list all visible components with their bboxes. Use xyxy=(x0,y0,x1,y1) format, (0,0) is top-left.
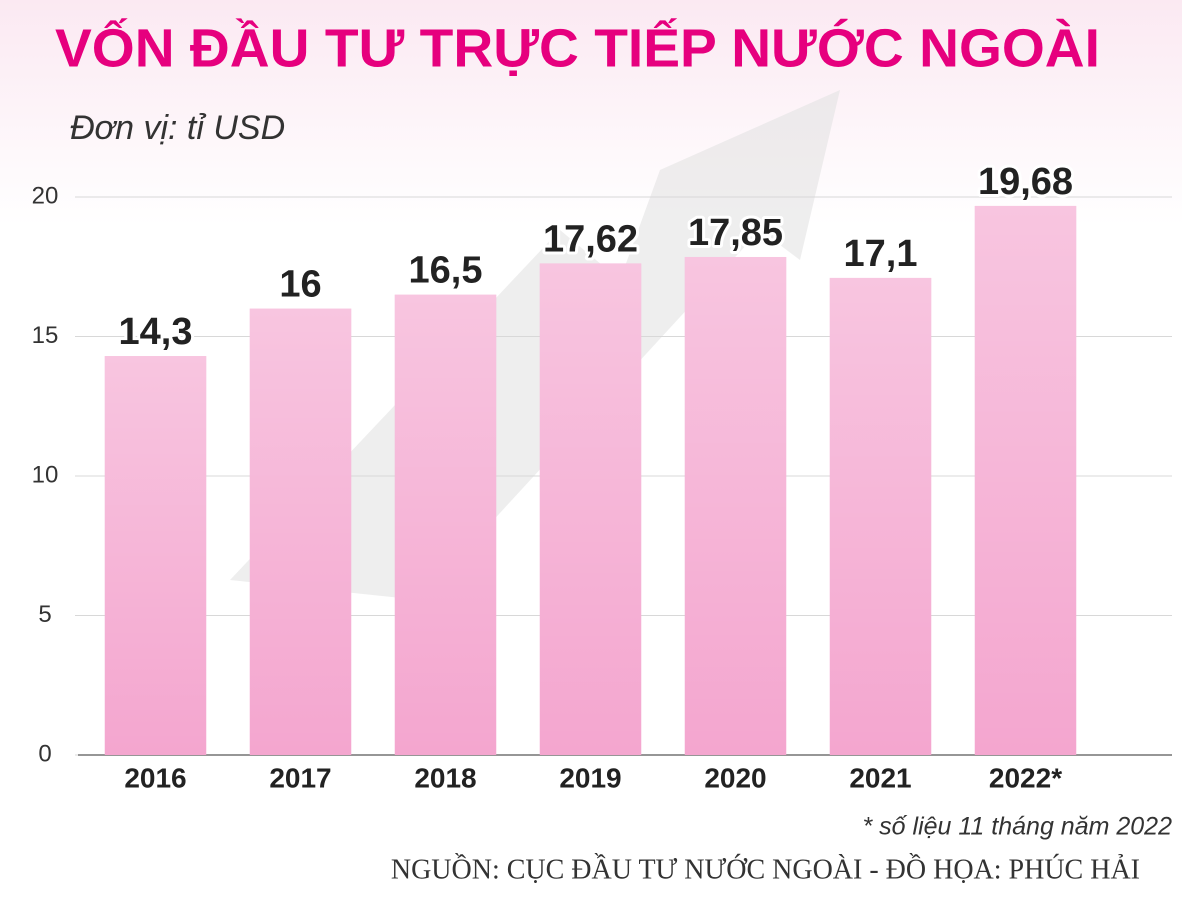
value-label: 17,1 xyxy=(844,233,918,275)
subtitle: Đơn vị: tỉ USD xyxy=(70,109,285,147)
x-tick-label: 2018 xyxy=(414,762,476,793)
bar-shine xyxy=(539,263,642,755)
bar-shine xyxy=(394,294,497,755)
value-label: 14,3 xyxy=(119,311,193,353)
y-tick-label: 10 xyxy=(32,461,59,488)
x-tick-label: 2017 xyxy=(269,762,331,793)
value-label: 19,68 xyxy=(978,161,1073,203)
value-label: 16,5 xyxy=(409,250,483,292)
y-tick-label: 5 xyxy=(38,601,51,628)
x-tick-label: 2019 xyxy=(559,762,621,793)
y-tick-label: 15 xyxy=(32,322,59,349)
value-label: 17,85 xyxy=(688,212,783,254)
source: NGUỒN: CỤC ĐẦU TƯ NƯỚC NGOÀI - ĐỒ HỌA: P… xyxy=(391,853,1140,885)
x-tick-label: 2022* xyxy=(989,762,1062,793)
chart-title: VỐN ĐẦU TƯ TRỰC TIẾP NƯỚC NGOÀI xyxy=(55,18,1100,78)
y-tick-label: 20 xyxy=(32,182,59,209)
x-tick-label: 2020 xyxy=(704,762,766,793)
bar-shine xyxy=(974,205,1077,756)
value-label: 17,62 xyxy=(543,218,638,260)
background-arrow xyxy=(230,90,840,600)
bar-shine xyxy=(684,256,787,755)
footnote: * số liệu 11 tháng năm 2022 xyxy=(863,813,1173,841)
x-tick-label: 2021 xyxy=(849,762,911,793)
y-tick-label: 0 xyxy=(38,740,51,767)
x-tick-label: 2016 xyxy=(124,762,186,793)
bar-shine xyxy=(104,356,207,755)
value-label: 16 xyxy=(279,264,321,306)
bar-shine xyxy=(249,308,352,755)
bar-shine xyxy=(829,277,932,755)
